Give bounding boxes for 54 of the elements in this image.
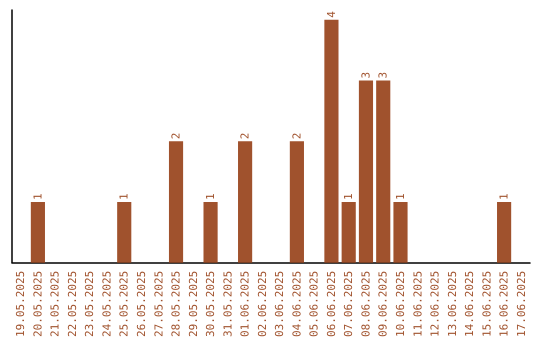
data-label: 2 <box>170 132 183 140</box>
x-tick-label: 06.06.2025 <box>324 270 338 338</box>
x-tick-label: 27.05.2025 <box>152 270 166 338</box>
data-label: 1 <box>498 193 511 200</box>
bar <box>324 20 339 263</box>
x-tick-label: 31.05.2025 <box>221 270 234 338</box>
x-tick-label: 24.05.2025 <box>100 270 114 338</box>
x-tick-label: 03.06.2025 <box>273 270 286 338</box>
x-tick-label: 23.05.2025 <box>83 270 96 338</box>
x-tick-label: 11.06.2025 <box>411 270 424 338</box>
data-label: 1 <box>118 193 131 200</box>
x-tick-label: 30.05.2025 <box>204 270 218 338</box>
x-tick-label: 08.06.2025 <box>359 270 372 338</box>
bar <box>117 202 132 263</box>
x-tick-label: 02.06.2025 <box>256 270 269 338</box>
x-tick-label: 16.06.2025 <box>498 270 511 338</box>
x-tick-label: 09.06.2025 <box>376 270 390 338</box>
bar <box>238 141 252 263</box>
data-label: 1 <box>394 193 407 200</box>
data-label: 3 <box>376 72 390 78</box>
data-label: 3 <box>359 72 372 78</box>
data-label: 2 <box>290 132 304 140</box>
bar <box>30 202 45 263</box>
x-tick-label: 17.06.2025 <box>514 270 528 338</box>
x-tick-label: 01.06.2025 <box>238 270 252 338</box>
bar <box>168 141 184 263</box>
x-tick-label: 04.06.2025 <box>290 270 304 338</box>
data-label: 4 <box>324 10 338 18</box>
x-tick-label: 19.05.2025 <box>14 270 28 338</box>
x-tick-label: 21.05.2025 <box>48 270 62 338</box>
x-tick-label: 25.05.2025 <box>118 270 131 338</box>
x-tick-label: 13.06.2025 <box>446 270 459 338</box>
bar <box>203 202 218 263</box>
x-tick-label: 07.06.2025 <box>342 270 356 338</box>
bar <box>358 80 374 263</box>
bar <box>376 80 390 263</box>
x-tick-label: 29.05.2025 <box>186 270 200 338</box>
x-tick-label: 22.05.2025 <box>66 270 79 338</box>
x-tick-label: 12.06.2025 <box>428 270 442 338</box>
x-tick-label: 26.05.2025 <box>135 270 148 338</box>
bar <box>497 202 512 263</box>
data-label: 1 <box>31 193 44 200</box>
x-tick-label: 14.06.2025 <box>463 270 476 338</box>
bar <box>393 202 408 263</box>
x-tick-label: 28.05.2025 <box>170 270 183 338</box>
x-tick-label: 20.05.2025 <box>31 270 44 338</box>
bar <box>342 202 356 263</box>
data-label: 1 <box>342 193 356 200</box>
x-tick-label: 15.06.2025 <box>480 270 494 338</box>
data-label: 1 <box>204 193 218 200</box>
bar <box>290 141 304 263</box>
x-tick-label: 05.06.2025 <box>308 270 321 338</box>
x-tick-label: 10.06.2025 <box>394 270 407 338</box>
data-label: 2 <box>238 132 252 140</box>
